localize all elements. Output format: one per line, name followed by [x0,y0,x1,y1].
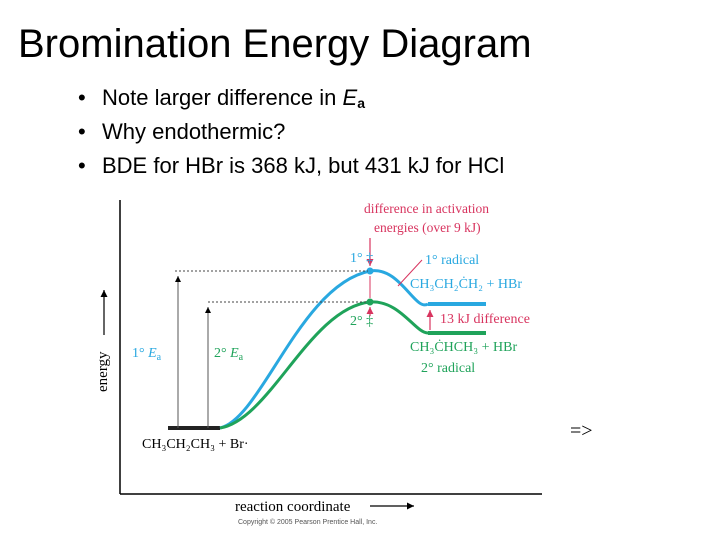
primary-energy-curve [219,269,429,430]
bullet-dot-icon: • [78,119,86,144]
bullet-list: • Note larger difference in Ea • Why endot… [78,84,504,186]
reactants-label: CH₃CH₂CH₃ + Br· [142,437,249,452]
bullet-item: • BDE for HBr is 368 kJ, but 431 kJ for H… [78,152,504,186]
copyright-text: Copyright © 2005 Pearson Prentice Hall, … [238,518,377,526]
bullet-item: • Why endothermic? [78,118,504,152]
ea-symbol: E [342,85,358,110]
diff-activation-label-1: difference in activation [364,201,489,216]
y-axis-label: energy [95,351,111,392]
primary-ts-label: 1° ‡ [350,251,373,266]
bullet-text: BDE for HBr is 368 kJ, but 431 kJ for HC… [102,153,505,178]
primary-product-label: CH₃CH₂ĊH₂ + HBr [410,275,522,292]
kj-difference-label: 13 kJ difference [440,312,530,327]
next-slide-link[interactable]: => [570,420,593,442]
diff-activation-label-2: energies (over 9 kJ) [374,220,481,235]
bullet-dot-icon: • [78,153,86,178]
slide-title: Bromination Energy Diagram [18,22,532,66]
bullet-item: • Note larger difference in Ea [78,84,504,118]
x-axis-label: reaction coordinate [235,499,351,515]
secondary-ea-label: 2° Ea [214,346,244,363]
primary-ts-dot [366,267,374,275]
primary-radical-pointer [397,259,423,287]
primary-ea-label: 1° Ea [132,346,162,363]
bullet-text: Note larger difference in [102,85,343,110]
bullet-text: Why endothermic? [102,119,286,144]
secondary-radical-label: 2° radical [421,361,475,376]
ea-subscript: a [357,95,365,111]
secondary-energy-curve [219,300,429,430]
secondary-ts-label: 2° ‡ [350,314,373,329]
secondary-product-label: CH₃ĊHCH₃ + HBr [410,338,517,355]
secondary-ts-dot [366,298,374,306]
bullet-dot-icon: • [78,85,86,110]
primary-radical-label: 1° radical [425,253,479,268]
